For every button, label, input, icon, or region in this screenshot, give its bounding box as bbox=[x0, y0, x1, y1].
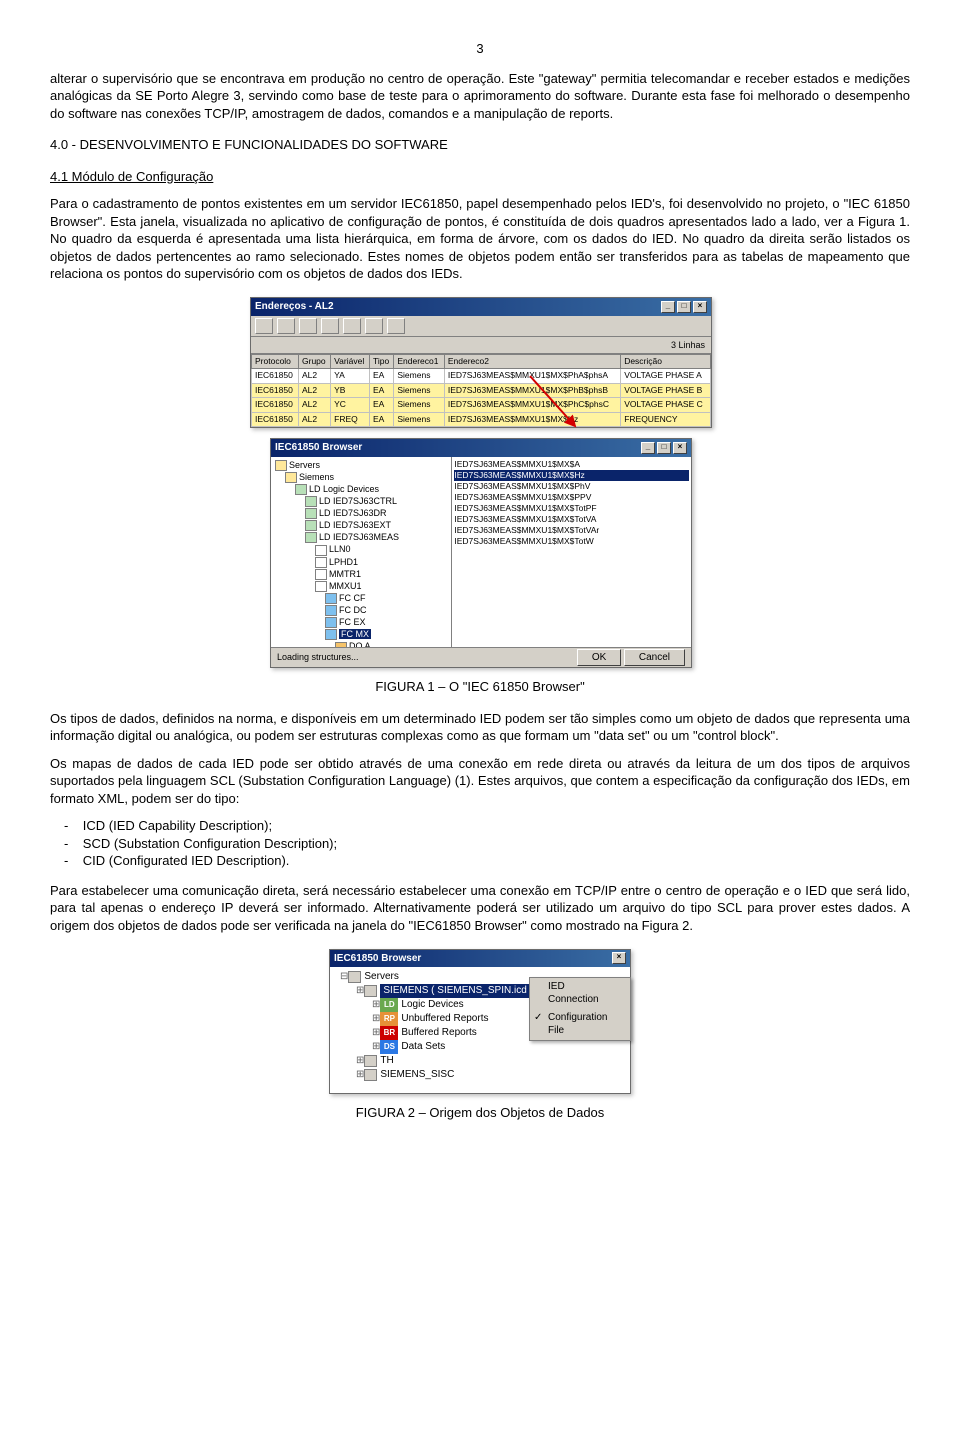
minimize-button[interactable]: _ bbox=[661, 301, 675, 313]
subsection-4-1-title: 4.1 Módulo de Configuração bbox=[50, 168, 910, 186]
paragraph-4: Os mapas de dados de cada IED pode ser o… bbox=[50, 755, 910, 808]
browser-statusbar: Loading structures... OK Cancel bbox=[271, 647, 691, 668]
browser2-title: IEC61850 Browser bbox=[334, 952, 421, 966]
tree-node[interactable]: MMXU1 bbox=[275, 580, 451, 592]
browser-titlebar: IEC61850 Browser _ □ × bbox=[271, 439, 691, 457]
figure-2-caption: FIGURA 2 – Origem dos Objetos de Dados bbox=[50, 1104, 910, 1122]
tree-node[interactable]: ⊞ SIEMENS_SISC bbox=[334, 1068, 626, 1082]
toolbar-btn-7[interactable] bbox=[387, 318, 405, 334]
paragraph-3: Os tipos de dados, definidos na norma, e… bbox=[50, 710, 910, 745]
cancel-button[interactable]: Cancel bbox=[624, 649, 685, 666]
close-button[interactable]: × bbox=[612, 952, 626, 964]
tree-node[interactable]: LPHD1 bbox=[275, 556, 451, 568]
list-item[interactable]: IED7SJ63MEAS$MMXU1$MX$PPV bbox=[454, 492, 689, 503]
maximize-button[interactable]: □ bbox=[657, 442, 671, 454]
tree-node[interactable]: Servers bbox=[275, 459, 451, 471]
section-4-title: 4.0 - DESENVOLVIMENTO E FUNCIONALIDADES … bbox=[50, 136, 910, 154]
addresses-title: Endereços - AL2 bbox=[255, 300, 334, 314]
ok-button[interactable]: OK bbox=[577, 649, 621, 666]
paragraph-2: Para o cadastramento de pontos existente… bbox=[50, 195, 910, 283]
browser-title: IEC61850 Browser bbox=[275, 441, 362, 455]
tree-node[interactable]: DO A bbox=[275, 640, 451, 646]
minimize-button[interactable]: _ bbox=[641, 442, 655, 454]
figure-2: IEC61850 Browser × ⊟ Servers⊞ SIEMENS ( … bbox=[50, 949, 910, 1095]
page-number: 3 bbox=[50, 40, 910, 58]
table-row[interactable]: IEC61850AL2YBEASiemensIED7SJ63MEAS$MMXU1… bbox=[252, 383, 711, 397]
tree-node[interactable]: ⊞ TH bbox=[334, 1054, 626, 1068]
addresses-window: Endereços - AL2 _ □ × 3 Linhas Protoco bbox=[250, 297, 712, 428]
list-item: - ICD (IED Capability Description); bbox=[50, 817, 910, 835]
list-item[interactable]: IED7SJ63MEAS$MMXU1$MX$TotW bbox=[454, 536, 689, 547]
list-item[interactable]: IED7SJ63MEAS$MMXU1$MX$TotVA bbox=[454, 514, 689, 525]
figure-1-caption: FIGURA 1 – O "IEC 61850 Browser" bbox=[50, 678, 910, 696]
tree-node[interactable]: LD Logic Devices bbox=[275, 483, 451, 495]
window-buttons: _ □ × bbox=[661, 301, 707, 313]
tree-node[interactable]: LD IED7SJ63EXT bbox=[275, 519, 451, 531]
table-row[interactable]: IEC61850AL2YCEASiemensIED7SJ63MEAS$MMXU1… bbox=[252, 398, 711, 412]
close-button[interactable]: × bbox=[673, 442, 687, 454]
browser-window: IEC61850 Browser _ □ × ServersSiemensLD … bbox=[270, 438, 692, 668]
toolbar-btn-4[interactable] bbox=[321, 318, 339, 334]
addresses-titlebar: Endereços - AL2 _ □ × bbox=[251, 298, 711, 316]
browser2-titlebar: IEC61850 Browser × bbox=[330, 950, 630, 968]
tree-node[interactable]: Siemens bbox=[275, 471, 451, 483]
paragraph-5: Para estabelecer uma comunicação direta,… bbox=[50, 882, 910, 935]
tree-node[interactable]: LD IED7SJ63MEAS bbox=[275, 531, 451, 543]
toolbar-btn-2[interactable] bbox=[277, 318, 295, 334]
tree-node[interactable]: LD IED7SJ63CTRL bbox=[275, 495, 451, 507]
maximize-button[interactable]: □ bbox=[677, 301, 691, 313]
list-item[interactable]: IED7SJ63MEAS$MMXU1$MX$Hz bbox=[454, 470, 689, 481]
table-row[interactable]: IEC61850AL2YAEASiemensIED7SJ63MEAS$MMXU1… bbox=[252, 369, 711, 383]
figure-1: Endereços - AL2 _ □ × 3 Linhas Protoco bbox=[50, 297, 910, 668]
tree-node[interactable]: MMTR1 bbox=[275, 568, 451, 580]
context-menu[interactable]: IED Connection Configuration File bbox=[529, 977, 631, 1041]
toolbar-btn-3[interactable] bbox=[299, 318, 317, 334]
tree-node[interactable]: FC CF bbox=[275, 592, 451, 604]
toolbar-btn-5[interactable] bbox=[343, 318, 361, 334]
list-item[interactable]: IED7SJ63MEAS$MMXU1$MX$TotPF bbox=[454, 503, 689, 514]
tree-node[interactable]: ⊞ DSData Sets bbox=[334, 1040, 626, 1054]
menu-item-ied-connection[interactable]: IED Connection bbox=[530, 978, 630, 1009]
tree-node[interactable]: LLN0 bbox=[275, 543, 451, 555]
status-text: Loading structures... bbox=[277, 651, 359, 663]
paragraph-1: alterar o supervisório que se encontrava… bbox=[50, 70, 910, 123]
toolbar-btn-1[interactable] bbox=[255, 318, 273, 334]
addresses-table: ProtocoloGrupoVariávelTipoEndereco1Ender… bbox=[251, 354, 711, 427]
tree-node[interactable]: LD IED7SJ63DR bbox=[275, 507, 451, 519]
list-item[interactable]: IED7SJ63MEAS$MMXU1$MX$PhV bbox=[454, 481, 689, 492]
list-pane[interactable]: IED7SJ63MEAS$MMXU1$MX$AIED7SJ63MEAS$MMXU… bbox=[452, 457, 691, 647]
addresses-table-area: ProtocoloGrupoVariávelTipoEndereco1Ender… bbox=[251, 354, 711, 427]
list-item: - CID (Configurated IED Description). bbox=[50, 852, 910, 870]
list-item: - SCD (Substation Configuration Descript… bbox=[50, 835, 910, 853]
addresses-count: 3 Linhas bbox=[251, 337, 711, 354]
list-item[interactable]: IED7SJ63MEAS$MMXU1$MX$A bbox=[454, 459, 689, 470]
menu-item-config-file[interactable]: Configuration File bbox=[530, 1009, 630, 1040]
tree-node[interactable]: FC DC bbox=[275, 604, 451, 616]
table-row[interactable]: IEC61850AL2FREQEASiemensIED7SJ63MEAS$MMX… bbox=[252, 412, 711, 426]
toolbar-btn-6[interactable] bbox=[365, 318, 383, 334]
tree-node[interactable]: FC MX bbox=[275, 628, 451, 640]
file-types-list: - ICD (IED Capability Description); - SC… bbox=[50, 817, 910, 870]
tree-node[interactable]: FC EX bbox=[275, 616, 451, 628]
tree-pane[interactable]: ServersSiemensLD Logic DevicesLD IED7SJ6… bbox=[271, 457, 452, 647]
close-button[interactable]: × bbox=[693, 301, 707, 313]
list-item[interactable]: IED7SJ63MEAS$MMXU1$MX$TotVAr bbox=[454, 525, 689, 536]
addresses-toolbar bbox=[251, 316, 711, 337]
browser-body: ServersSiemensLD Logic DevicesLD IED7SJ6… bbox=[271, 457, 691, 647]
